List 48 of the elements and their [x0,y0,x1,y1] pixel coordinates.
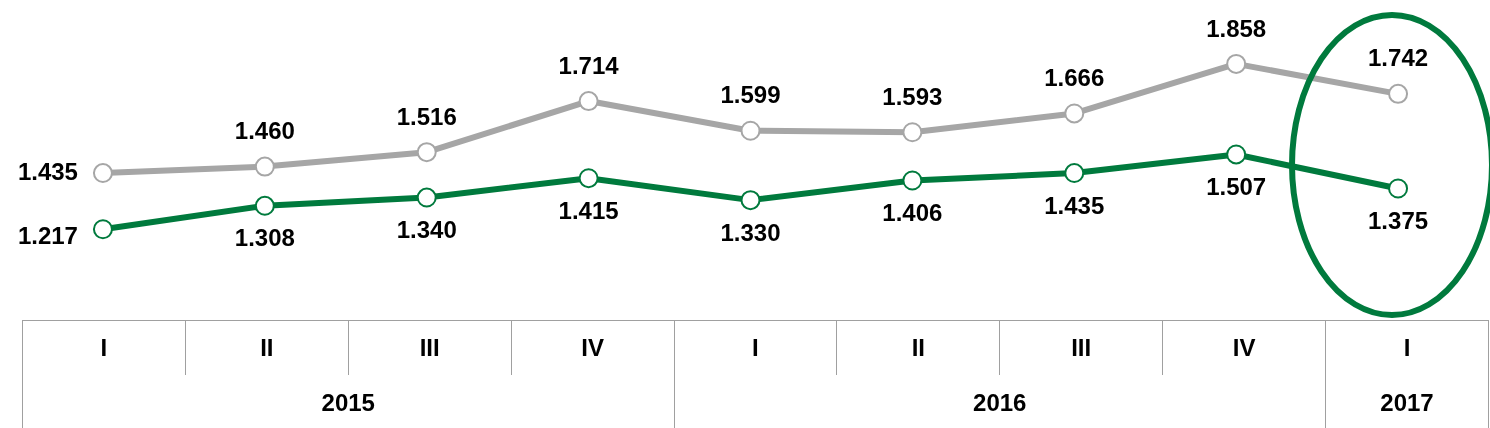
point [92,219,113,240]
x-tick-label: I [1325,320,1489,375]
point [902,122,923,143]
x-tick-label: IV [1162,320,1326,375]
data-label: 1.507 [1206,173,1267,201]
data-label: 1.415 [558,196,619,224]
point [740,190,761,211]
point [1388,178,1409,199]
data-label: 1.375 [1368,207,1429,235]
data-label: 1.308 [234,224,295,252]
point [578,168,599,189]
point [1064,103,1085,124]
data-label: 1.435 [17,157,78,185]
data-label: 1.858 [1206,14,1267,42]
data-label: 1.516 [396,102,457,130]
data-label: 1.340 [396,216,457,244]
data-label: 1.217 [17,221,78,249]
point [254,156,275,177]
point [1226,53,1247,74]
point [578,91,599,112]
point [254,195,275,216]
x-tick-label: I [674,320,837,375]
point [1226,144,1247,165]
x-tick-label: I [22,320,186,375]
data-label: 1.714 [558,51,620,79]
text: 2016 [674,375,1326,428]
x-tick-label: III [999,320,1163,375]
point [1064,163,1085,184]
text: 2015 [22,375,674,428]
x-tick-label: II [836,320,1000,375]
data-label: 1.406 [882,199,943,227]
data-label: 1.593 [882,82,943,110]
text: 2017 [1325,375,1489,428]
x-tick-label: IV [511,320,674,375]
point [416,142,437,163]
data-label: 1.599 [720,81,781,109]
data-label: 1.460 [234,117,295,145]
point [92,163,113,184]
point [740,120,761,141]
x-tick-label: II [185,320,349,375]
point [902,170,923,191]
point [416,187,437,208]
data-label: 1.435 [1044,191,1105,219]
data-label: 1.742 [1368,44,1429,72]
data-label: 1.666 [1044,64,1105,92]
point [1388,83,1409,104]
data-label: 1.330 [720,218,781,246]
x-tick-label: III [348,320,512,375]
